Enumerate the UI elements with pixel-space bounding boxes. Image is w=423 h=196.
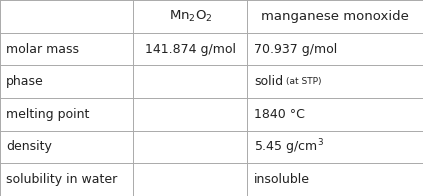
Text: phase: phase xyxy=(6,75,44,88)
Text: 1840 °C: 1840 °C xyxy=(254,108,305,121)
Text: solubility in water: solubility in water xyxy=(6,173,118,186)
Text: 5.45 g/cm$^3$: 5.45 g/cm$^3$ xyxy=(254,137,324,157)
Text: melting point: melting point xyxy=(6,108,90,121)
Text: insoluble: insoluble xyxy=(254,173,310,186)
Text: Mn$_2$O$_2$: Mn$_2$O$_2$ xyxy=(168,9,212,24)
Text: density: density xyxy=(6,140,52,153)
Text: manganese monoxide: manganese monoxide xyxy=(261,10,409,23)
Text: 141.874 g/mol: 141.874 g/mol xyxy=(145,43,236,56)
Text: (at STP): (at STP) xyxy=(286,77,321,86)
Text: molar mass: molar mass xyxy=(6,43,80,56)
Text: solid: solid xyxy=(254,75,283,88)
Text: 70.937 g/mol: 70.937 g/mol xyxy=(254,43,337,56)
